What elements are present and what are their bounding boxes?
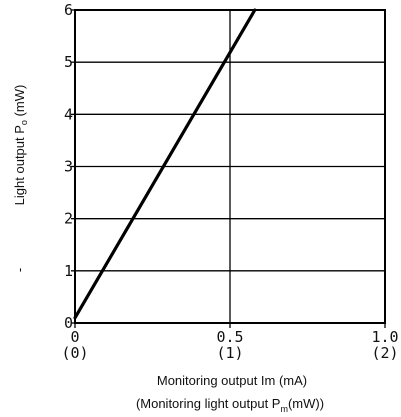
x-tick-sublabel: (2) xyxy=(371,344,398,362)
series-line xyxy=(73,8,257,320)
x-tick-label: 0 xyxy=(70,328,79,346)
x-tick-label: 1.0 xyxy=(371,328,398,346)
y-tick-label: 3 xyxy=(64,158,73,176)
series-group xyxy=(73,8,257,320)
y-axis-ticks: 0 1 2 3 4 5 6 xyxy=(64,1,75,332)
x-tick-label: 0.5 xyxy=(216,328,243,346)
x-tick-sublabel: (0) xyxy=(61,344,88,362)
x-axis-secondary-label: (Monitoring light output Pm(mW)) xyxy=(136,396,324,414)
x-tick-sublabel: (1) xyxy=(216,344,243,362)
y-tick-label: 6 xyxy=(64,1,73,19)
x-axis-ticks: 0(0) 0.5(1) 1.0(2) xyxy=(61,323,399,362)
y-tick-label: 5 xyxy=(64,53,73,71)
grid-lines xyxy=(75,10,385,323)
y-tick-label: 4 xyxy=(64,105,73,123)
y-tick-label: 1 xyxy=(64,262,73,280)
x-axis-label: Monitoring output Im (mA) xyxy=(157,373,307,388)
y-axis-label: Light output Po (mW) xyxy=(12,85,29,206)
y-tick-label: 0 xyxy=(64,314,73,332)
y-tick-label: 2 xyxy=(64,210,73,228)
y-axis-label-dash: - xyxy=(12,268,27,272)
